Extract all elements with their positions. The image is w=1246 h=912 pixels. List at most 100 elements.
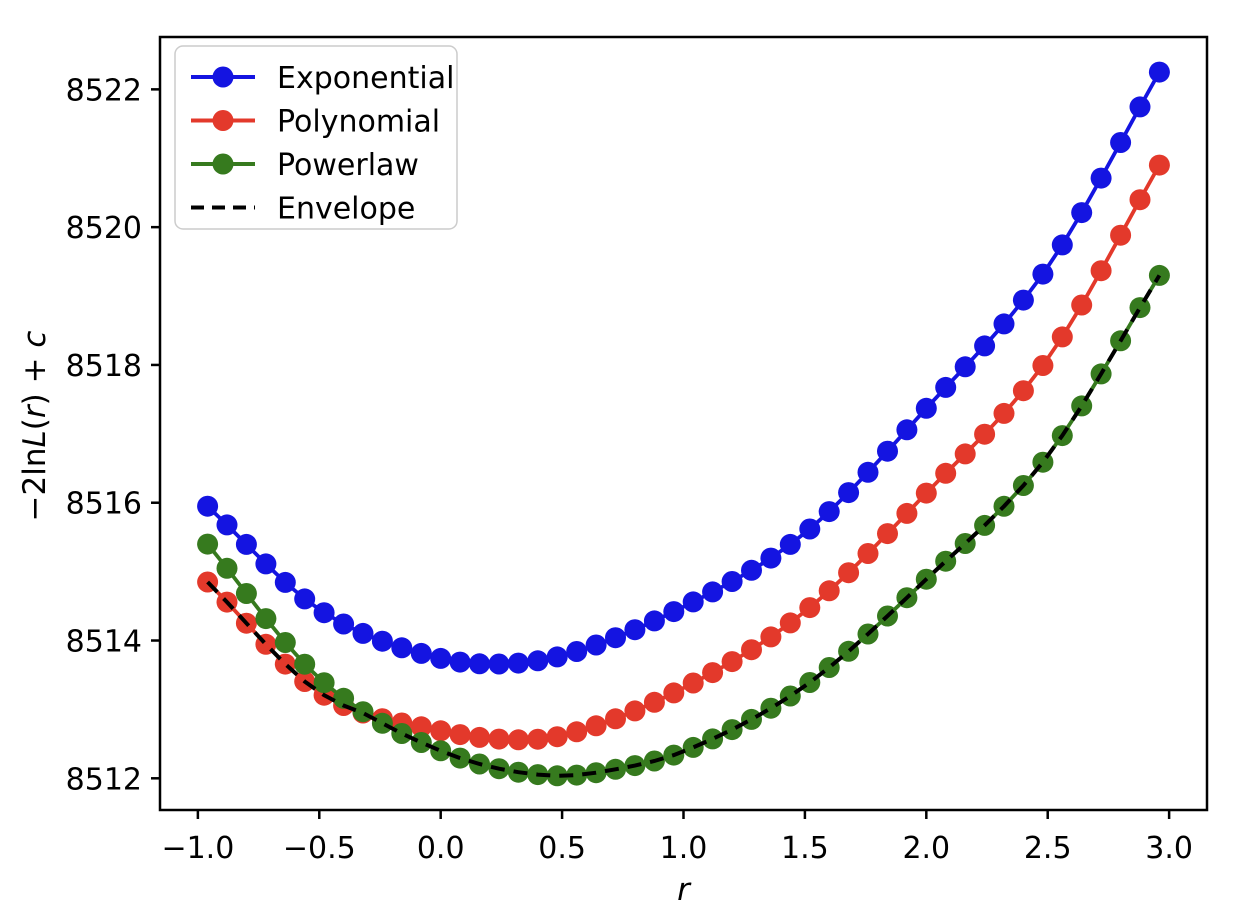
y-axis-label-part: ( — [17, 418, 53, 431]
data-point-marker — [1071, 395, 1093, 417]
data-point-marker — [255, 553, 277, 575]
data-point-marker — [585, 634, 607, 656]
data-point-marker — [974, 423, 996, 445]
y-tick-label: 8516 — [66, 487, 142, 522]
legend-item-powerlaw: Powerlaw — [191, 148, 419, 183]
x-axis-label: r — [160, 872, 1207, 908]
data-point-marker — [915, 397, 937, 419]
legend-sample-marker — [212, 153, 234, 175]
y-axis-label-part: ) + — [17, 347, 53, 406]
legend-label: Exponential — [277, 61, 454, 96]
data-point-marker — [1051, 234, 1073, 256]
data-point-marker — [605, 627, 626, 649]
data-point-marker — [235, 533, 257, 555]
x-tick-label: 3.0 — [1145, 831, 1193, 866]
legend: Exponential Polynomial Powerlaw Envelope — [174, 45, 458, 230]
x-tick-label: 0.0 — [417, 831, 465, 866]
data-point-marker — [877, 523, 898, 545]
data-point-marker — [896, 502, 918, 524]
data-point-marker — [585, 715, 607, 737]
data-point-marker — [352, 622, 374, 644]
data-point-marker — [527, 650, 549, 672]
data-point-marker — [197, 495, 219, 517]
data-point-marker — [702, 581, 724, 603]
legend-label: Envelope — [277, 192, 415, 227]
x-tick-label: 0.5 — [538, 831, 586, 866]
data-point-marker — [313, 672, 335, 694]
data-point-marker — [1071, 202, 1093, 224]
data-point-marker — [682, 591, 704, 613]
x-tick-label: −1.0 — [161, 831, 234, 866]
y-tick-label: 8512 — [66, 762, 142, 797]
y-tick-label: 8520 — [66, 211, 142, 246]
data-point-marker — [896, 419, 918, 441]
data-point-marker — [741, 559, 762, 581]
data-point-marker — [566, 641, 588, 662]
legend-label: Polynomial — [277, 105, 440, 140]
legend-item-envelope: Envelope — [191, 192, 415, 227]
series-line — [206, 164, 1162, 742]
data-point-marker — [954, 356, 976, 378]
legend-sample-marker — [212, 66, 234, 88]
data-point-marker — [818, 501, 840, 523]
data-point-marker — [779, 533, 801, 555]
x-axis-label-text: r — [677, 872, 690, 908]
data-point-marker — [682, 672, 704, 694]
data-point-marker — [410, 642, 432, 664]
series-exponential — [197, 61, 1170, 675]
data-point-marker — [760, 697, 782, 719]
y-axis-label-part: r — [17, 405, 53, 419]
data-point-marker — [469, 653, 490, 675]
data-point-marker — [1090, 260, 1112, 282]
y-tick-label: 8522 — [66, 73, 142, 108]
data-point-marker — [877, 440, 898, 462]
data-point-marker — [410, 716, 432, 738]
data-point-marker — [1148, 61, 1170, 83]
data-point-marker — [760, 547, 782, 569]
data-point-marker — [216, 514, 238, 536]
data-point-marker — [546, 646, 568, 668]
data-point-marker — [741, 708, 762, 730]
y-tick-label: 8514 — [66, 625, 142, 660]
data-point-marker — [488, 653, 510, 675]
data-point-marker — [741, 639, 762, 661]
x-tick-label: 2.5 — [1024, 831, 1072, 866]
data-point-marker — [935, 376, 957, 398]
data-point-marker — [333, 687, 355, 709]
data-point-marker — [216, 557, 238, 579]
data-point-marker — [993, 313, 1015, 335]
data-point-marker — [702, 662, 724, 684]
data-point-marker — [546, 726, 568, 748]
data-point-marker — [1032, 355, 1054, 376]
data-point-marker — [799, 518, 821, 540]
x-tick-label: −0.5 — [283, 831, 356, 866]
data-point-marker — [430, 740, 452, 762]
data-point-marker — [954, 443, 976, 465]
data-point-marker — [838, 482, 860, 504]
y-tick-label: 8518 — [66, 349, 142, 384]
data-point-marker — [430, 720, 452, 742]
data-point-marker — [488, 728, 510, 750]
data-point-marker — [1129, 189, 1151, 211]
legend-box — [174, 45, 458, 230]
data-point-marker — [702, 728, 724, 750]
data-point-marker — [333, 613, 355, 635]
data-point-marker — [449, 651, 471, 673]
x-tick-label: 2.0 — [902, 831, 950, 866]
data-point-marker — [566, 764, 588, 786]
data-point-marker — [1110, 224, 1132, 246]
data-point-marker — [624, 700, 646, 722]
data-point-marker — [1129, 297, 1151, 319]
legend-item-polynomial: Polynomial — [191, 105, 440, 140]
legend-item-exponential: Exponential — [191, 61, 454, 96]
legend-sample-marker — [212, 110, 234, 131]
data-point-marker — [624, 619, 646, 641]
data-point-marker — [527, 728, 549, 750]
data-point-marker — [235, 583, 257, 604]
data-point-marker — [721, 651, 743, 673]
data-point-marker — [294, 588, 316, 610]
data-point-marker — [371, 630, 393, 652]
data-point-marker — [838, 562, 860, 584]
